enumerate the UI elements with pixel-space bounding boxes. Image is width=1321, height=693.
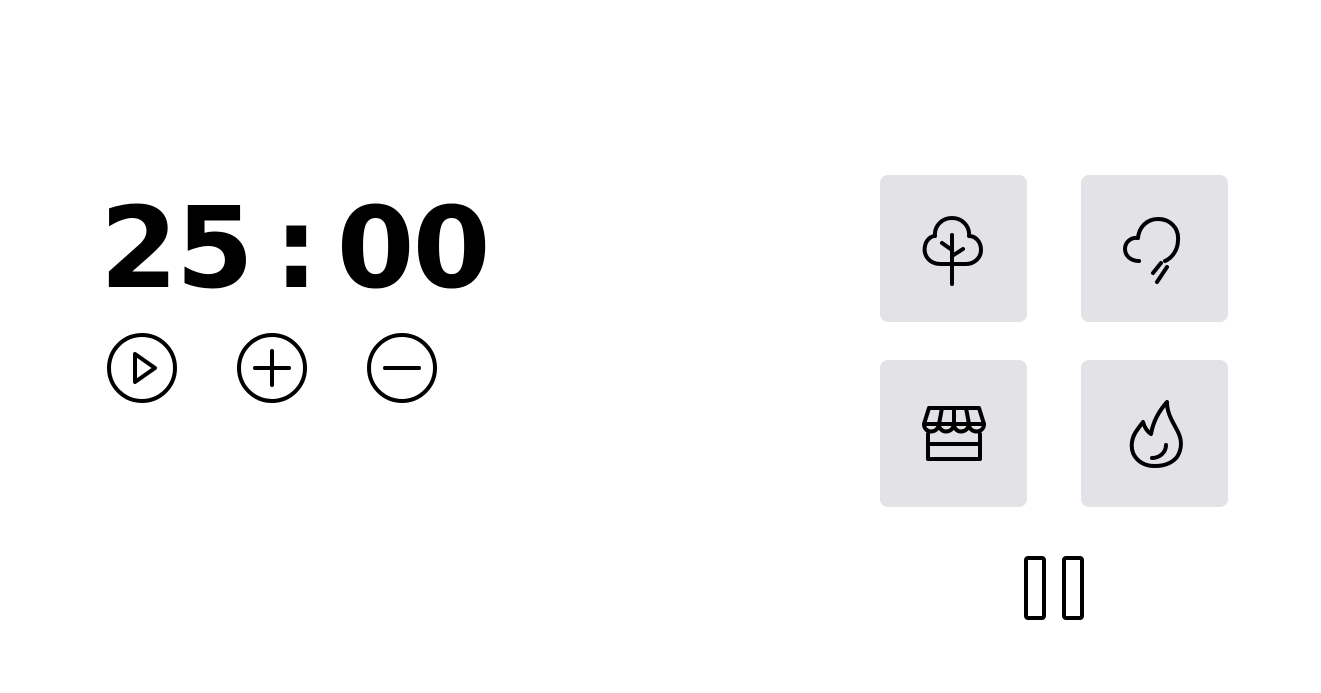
fire-icon bbox=[1129, 399, 1183, 468]
timer-minutes: 25 bbox=[100, 184, 254, 314]
tree-icon bbox=[922, 215, 983, 286]
sound-grid bbox=[880, 175, 1228, 507]
increase-time-button[interactable] bbox=[236, 332, 308, 404]
storefront-icon bbox=[921, 405, 986, 461]
timer-seconds: 00 bbox=[336, 184, 491, 314]
decrease-time-button[interactable] bbox=[366, 332, 438, 404]
play-button[interactable] bbox=[106, 332, 178, 404]
timer-display: 25 : 00 bbox=[100, 188, 500, 310]
timer-separator: : bbox=[273, 184, 319, 314]
sound-forest-button[interactable] bbox=[880, 175, 1027, 322]
sound-fire-button[interactable] bbox=[1081, 360, 1228, 507]
minus-circle-icon bbox=[367, 333, 437, 403]
play-circle-icon bbox=[107, 333, 177, 403]
plus-circle-icon bbox=[237, 333, 307, 403]
pause-button[interactable] bbox=[1018, 552, 1090, 624]
rain-cloud-icon bbox=[1122, 216, 1180, 284]
timer-panel: 25 : 00 bbox=[100, 188, 500, 403]
timer-controls bbox=[106, 332, 438, 404]
sound-cafe-button[interactable] bbox=[880, 360, 1027, 507]
pause-icon bbox=[1024, 556, 1084, 620]
sound-rain-button[interactable] bbox=[1081, 175, 1228, 322]
